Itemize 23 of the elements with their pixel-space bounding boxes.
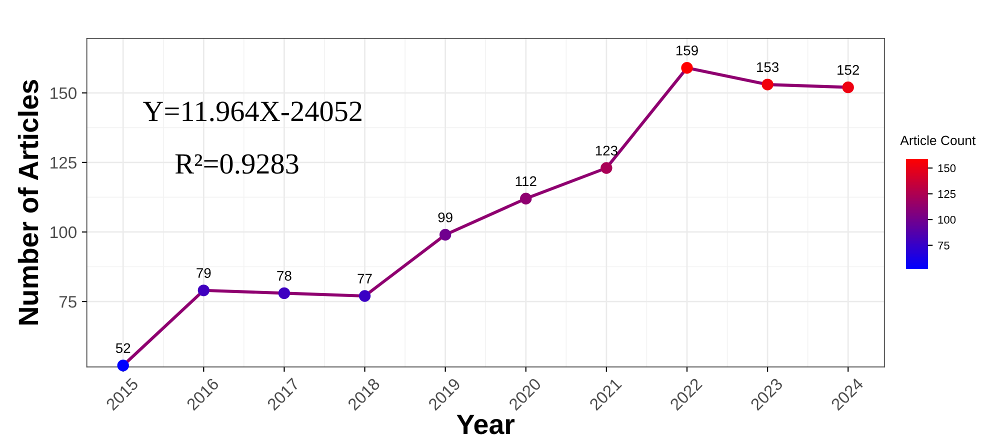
data-label: 52 [116, 343, 130, 354]
y-tick-label: 125 [50, 156, 76, 169]
data-label: 153 [757, 62, 779, 72]
y-tick-label: 150 [50, 87, 76, 100]
color-bar-label: 75 [938, 242, 950, 250]
annotation: Y=11.964X-24052 [143, 102, 362, 122]
data-label: 152 [838, 65, 859, 75]
y-axis-title: Number of Articles [18, 80, 38, 325]
color-bar-label: 100 [938, 216, 956, 224]
data-label: 123 [596, 146, 618, 156]
data-label: 77 [358, 274, 372, 284]
y-tick-label: 100 [50, 226, 76, 238]
data-label: 159 [676, 46, 698, 56]
data-label: 78 [277, 270, 292, 281]
color-bar-label: 150 [938, 164, 956, 172]
annotation: R²=0.9283 [175, 154, 298, 174]
data-label: 79 [196, 268, 211, 278]
x-axis-title: Year [456, 414, 515, 434]
data-label: 112 [516, 176, 536, 186]
color-bar-label: 125 [938, 190, 956, 198]
y-tick-label: 75 [59, 296, 76, 308]
data-label: 99 [438, 212, 452, 222]
color-bar-title: Article Count [900, 135, 976, 146]
